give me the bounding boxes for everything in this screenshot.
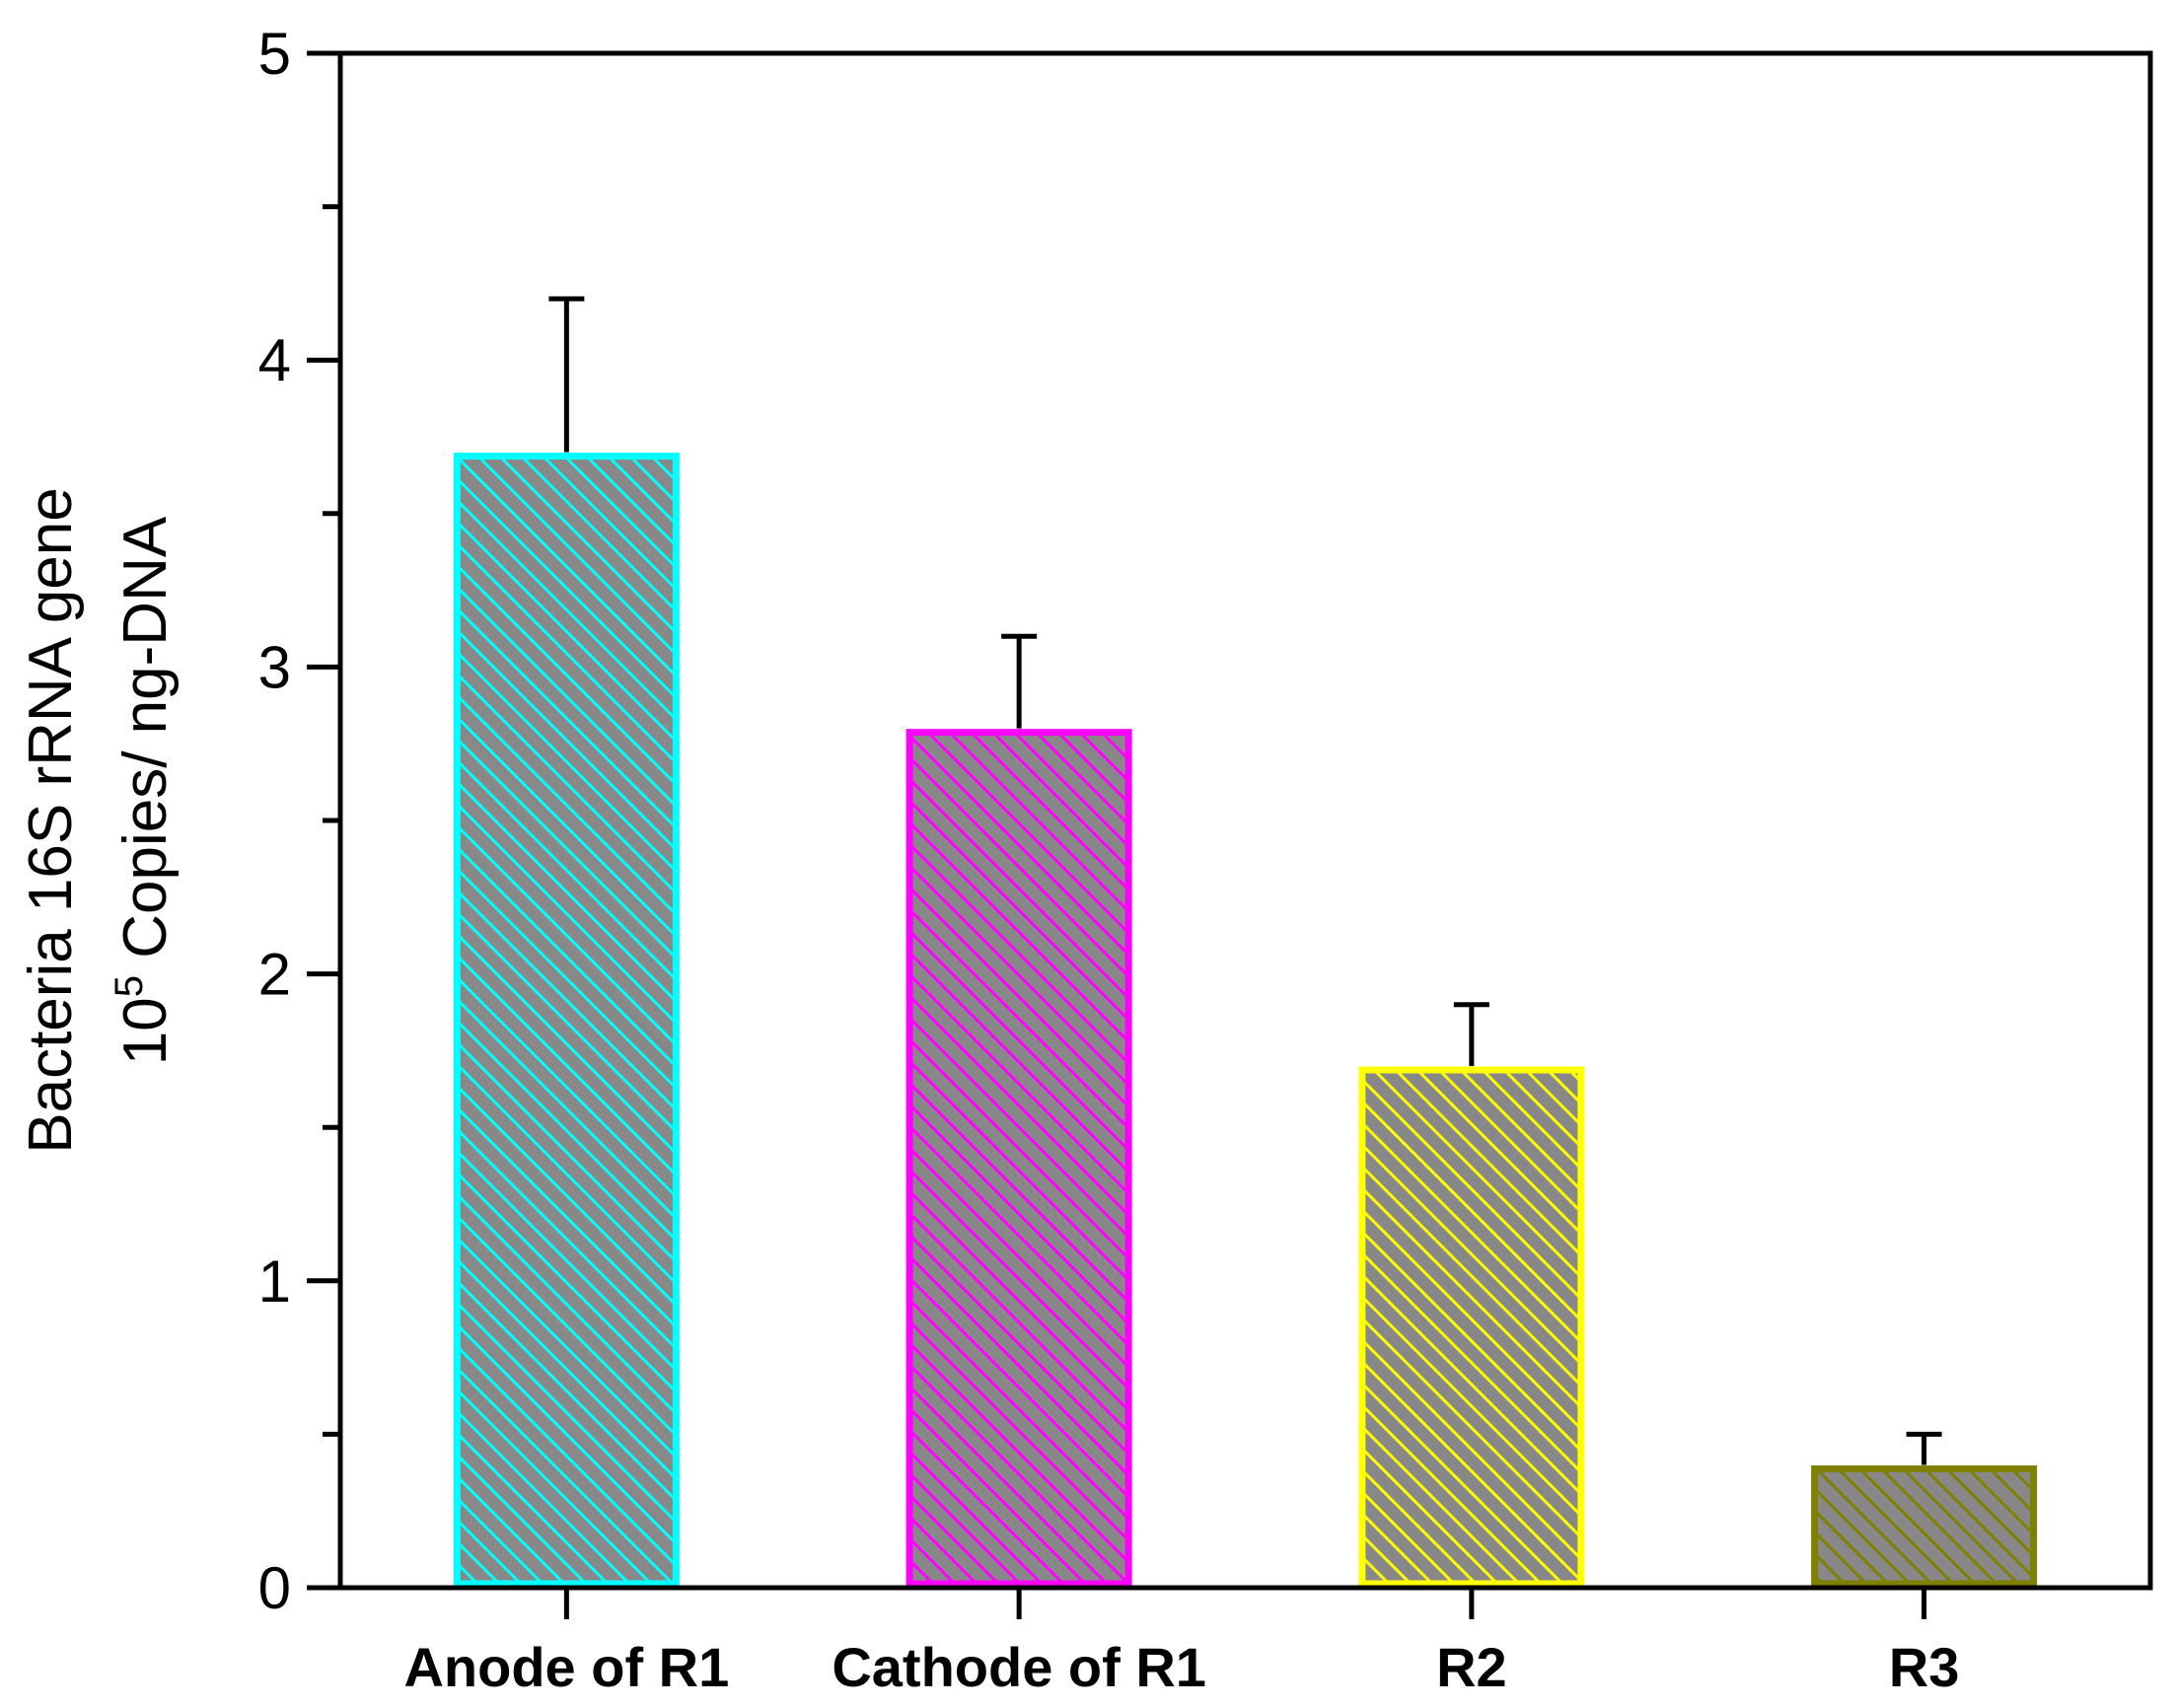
x-tick-label: Cathode of R1: [832, 1636, 1206, 1698]
x-tick-label: R3: [1889, 1636, 1960, 1698]
y-axis-title-line2: 105 Copies/ ng-DNA: [108, 516, 180, 1065]
error-bars-layer: [548, 296, 1942, 1465]
y-tick-label: 5: [258, 21, 291, 87]
bars-layer: [453, 453, 2038, 1588]
y-tick-label: 1: [258, 1248, 291, 1315]
y-axis-title-line1: Bacteria 16S rRNA gene: [17, 487, 85, 1154]
y-axis: 0 1 2 3 4 5: [258, 21, 340, 1621]
y-axis-title-exponent: 5: [108, 975, 151, 997]
y-axis-title-unit: Copies/ ng-DNA: [111, 516, 180, 975]
bar-r2: [1358, 1066, 1585, 1588]
y-tick-label: 3: [258, 634, 291, 700]
x-tick-label: Anode of R1: [403, 1636, 729, 1698]
x-axis: Anode of R1 Cathode of R1 R2 R3: [403, 1588, 1959, 1698]
y-tick-label: 2: [258, 942, 291, 1008]
bar-anode-of-r1: [453, 453, 680, 1588]
y-tick-label: 4: [258, 327, 291, 393]
y-axis-title-base: 10: [111, 997, 180, 1065]
y-tick-label: 0: [258, 1555, 291, 1621]
x-tick-label: R2: [1436, 1636, 1507, 1698]
bar-r3: [1811, 1465, 2038, 1588]
bar-cathode-of-r1: [906, 729, 1132, 1588]
